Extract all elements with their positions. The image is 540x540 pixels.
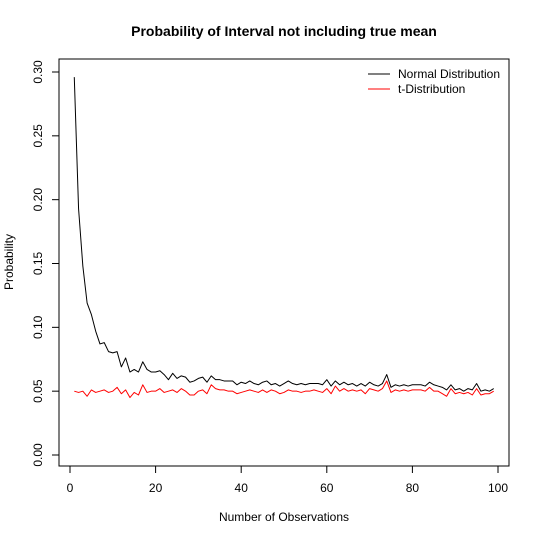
y-tick-label: 0.10: [31, 315, 45, 339]
y-tick-label: 0.00: [31, 443, 45, 467]
chart-title: Probability of Interval not including tr…: [131, 23, 437, 39]
plot-frame: [58, 58, 510, 467]
legend-label: Normal Distribution: [398, 67, 500, 81]
y-tick-label: 0.25: [31, 124, 45, 148]
x-tick-label: 100: [488, 481, 508, 495]
series-line-0: [73, 77, 494, 392]
y-tick-label: 0.05: [31, 379, 45, 403]
y-tick-label: 0.30: [31, 60, 45, 84]
legend-label: t-Distribution: [398, 82, 465, 96]
y-tick-label: 0.15: [31, 251, 45, 275]
y-axis: 0.00 0.05 0.10 0.15 0.20 0.25 0.30: [31, 60, 60, 467]
x-tick-label: 40: [235, 481, 249, 495]
x-tick-label: 60: [320, 481, 334, 495]
y-axis-label: Probability: [2, 234, 16, 290]
y-tick-label: 0.20: [31, 188, 45, 212]
series-layer: [73, 77, 494, 399]
x-tick-label: 80: [406, 481, 420, 495]
x-tick-label: 0: [67, 481, 74, 495]
x-axis: 0 20 40 60 80 100: [67, 465, 508, 495]
x-tick-label: 20: [149, 481, 163, 495]
x-axis-label: Number of Observations: [219, 510, 349, 524]
series-line-1: [74, 380, 494, 399]
